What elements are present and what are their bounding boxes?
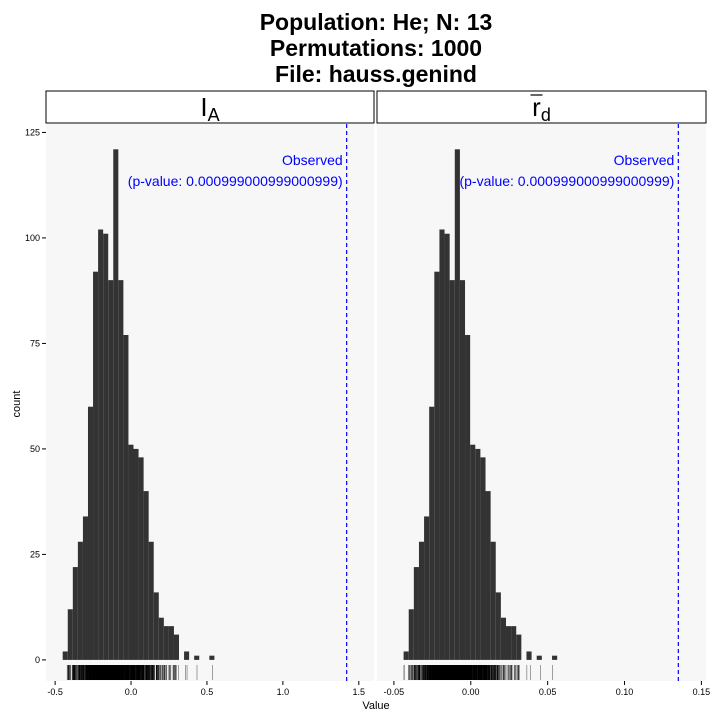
x-tick-label: -0.05 xyxy=(384,687,405,697)
histogram-bar xyxy=(475,448,481,660)
y-tick-label: 25 xyxy=(30,549,40,559)
histogram-bar xyxy=(418,541,425,660)
x-tick-label: 1.5 xyxy=(353,687,366,697)
observed-label: Observed xyxy=(614,152,675,168)
histogram-bar xyxy=(449,280,455,660)
title-line-2: Permutations: 1000 xyxy=(270,35,482,61)
observed-label: Observed xyxy=(282,152,343,168)
x-tick-label: 0.10 xyxy=(616,687,634,697)
histogram-bar xyxy=(123,334,129,660)
observed-pvalue-label: (p-value: 0.000999000999000999) xyxy=(128,173,343,189)
histogram-bar xyxy=(163,626,169,660)
rug-marks xyxy=(403,665,554,680)
strip-label: rd xyxy=(532,92,551,125)
y-axis-label: count xyxy=(11,391,23,418)
histogram-bar xyxy=(444,233,450,660)
strip-box xyxy=(45,90,375,124)
histogram-bar xyxy=(209,655,215,660)
panel-2: rd Observed (p-value: 0.000999000999000999… xyxy=(376,90,711,697)
histogram-bar xyxy=(408,609,414,660)
histogram-bar xyxy=(470,444,476,660)
histogram-bar xyxy=(511,626,517,660)
histogram-bar xyxy=(62,651,68,660)
x-tick-label: 1.0 xyxy=(277,687,290,697)
histogram-bar xyxy=(87,406,94,660)
histogram-bar xyxy=(138,457,144,660)
histogram-bar xyxy=(439,229,445,660)
x-tick-label: 0.00 xyxy=(462,687,480,697)
facet-panels: IA Observed (p-value: 0.000999000999000999… xyxy=(25,90,711,697)
strip-label: IA xyxy=(200,92,219,125)
y-axis: 0 25 50 75 100 125 xyxy=(25,127,46,665)
strip-box xyxy=(376,90,707,124)
x-tick-label: -0.5 xyxy=(47,687,63,697)
histogram-bar xyxy=(495,592,501,660)
histogram-bar xyxy=(434,271,440,660)
histogram-bar xyxy=(516,634,522,660)
histogram-bar xyxy=(77,541,83,660)
histogram-bar xyxy=(128,444,134,660)
histogram-bar xyxy=(454,149,460,660)
x-axis-label: Value xyxy=(362,700,389,712)
histogram-bar xyxy=(505,626,512,660)
histogram-bar xyxy=(82,516,88,660)
histogram-bar xyxy=(72,567,78,660)
histogram-bar xyxy=(429,406,435,660)
rug-marks xyxy=(66,665,213,680)
histogram-bar xyxy=(413,567,419,660)
y-tick-label: 0 xyxy=(35,655,40,665)
histogram-bar xyxy=(184,651,190,660)
histogram-bar xyxy=(194,655,200,660)
y-tick-label: 100 xyxy=(25,233,40,243)
histogram-bar xyxy=(153,592,159,660)
y-tick-label: 50 xyxy=(30,444,40,454)
y-tick-label: 75 xyxy=(30,338,40,348)
histogram-bar xyxy=(103,233,109,660)
histogram-bar xyxy=(500,617,506,660)
x-tick-label: 0.5 xyxy=(201,687,214,697)
histogram-bar xyxy=(485,491,491,660)
x-tick-label: 0.0 xyxy=(125,687,138,697)
histogram-bar xyxy=(148,541,154,660)
histogram-bar xyxy=(536,655,542,660)
x-tick-label: 0.15 xyxy=(693,687,711,697)
histogram-bar xyxy=(113,149,119,660)
histogram-bar xyxy=(424,516,430,660)
histogram-bar xyxy=(118,280,124,660)
histogram-bar xyxy=(459,280,466,660)
title-line-3: File: hauss.genind xyxy=(275,61,477,87)
histogram-bar xyxy=(143,491,149,660)
histogram-bar xyxy=(490,541,496,660)
histogram-bar xyxy=(465,334,471,660)
histogram-bar xyxy=(403,651,409,660)
y-tick-label: 125 xyxy=(25,127,40,137)
x-tick-label: 0.05 xyxy=(539,687,557,697)
title-line-1: Population: He; N: 13 xyxy=(260,9,493,35)
histogram-bar xyxy=(98,229,104,660)
histogram-bar xyxy=(552,655,558,660)
histogram-bar xyxy=(158,617,164,660)
observed-pvalue-label: (p-value: 0.000999000999000999) xyxy=(459,173,674,189)
histogram-bar xyxy=(173,634,180,660)
panel-1: IA Observed (p-value: 0.000999000999000999… xyxy=(45,90,375,697)
histogram-bar xyxy=(526,651,532,660)
histogram-bar xyxy=(480,457,486,660)
histogram-bar xyxy=(108,280,114,660)
histogram-bar xyxy=(133,448,139,660)
histogram-bar xyxy=(93,271,99,660)
histogram-bar xyxy=(67,609,73,660)
histogram-bar xyxy=(168,626,174,660)
